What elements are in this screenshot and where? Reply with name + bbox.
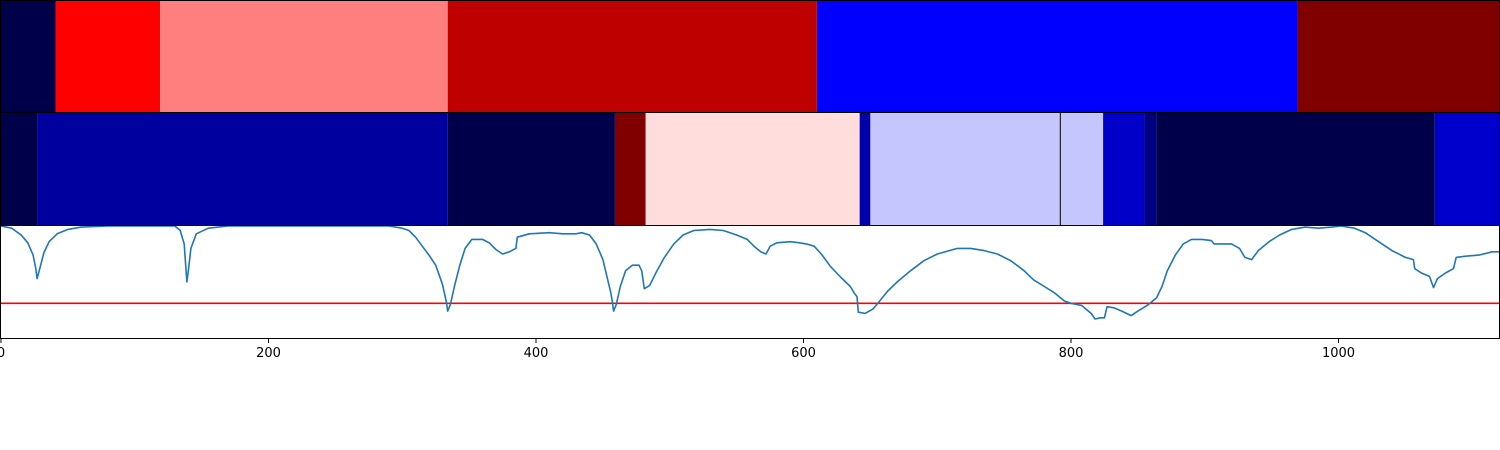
heatmap-segment: [447, 1, 817, 112]
heatmap-segment: [1156, 113, 1435, 225]
x-tick-label: 0: [0, 346, 5, 361]
x-tick-label: 800: [1059, 346, 1084, 361]
x-axis: 0 200 400 600 800 1000: [0, 338, 1355, 361]
heatmap-segment: [1103, 113, 1145, 225]
x-tick-label: 600: [791, 346, 816, 361]
heatmap-segment: [160, 1, 448, 112]
heatmap-segment: [1144, 113, 1157, 225]
series-line: [0, 225, 1499, 320]
heatmap-segment: [1297, 1, 1499, 112]
heatmap-segment: [1, 113, 38, 225]
heatmap-segment: [859, 113, 871, 225]
x-tick-label: 1000: [1322, 346, 1355, 361]
heatmap-strips: [0, 0, 1500, 226]
heatmap-strip: [0, 0, 1500, 113]
heatmap-segment: [55, 1, 161, 112]
line-panel: [0, 225, 1500, 339]
line-panel-background: [0, 226, 1500, 338]
x-tick-label: 200: [256, 346, 281, 361]
heatmap-segment: [645, 113, 860, 225]
heatmap-segment: [614, 113, 646, 225]
heatmap-segment: [816, 1, 1298, 112]
heatmap-segment: [37, 113, 448, 225]
heatmap-strip: [0, 112, 1500, 226]
heatmap-segment: [1434, 113, 1499, 225]
x-tick-label: 400: [524, 346, 549, 361]
heatmap-segment: [870, 113, 1104, 225]
heatmap-segment: [447, 113, 615, 225]
heatmap-segment: [1, 1, 56, 112]
